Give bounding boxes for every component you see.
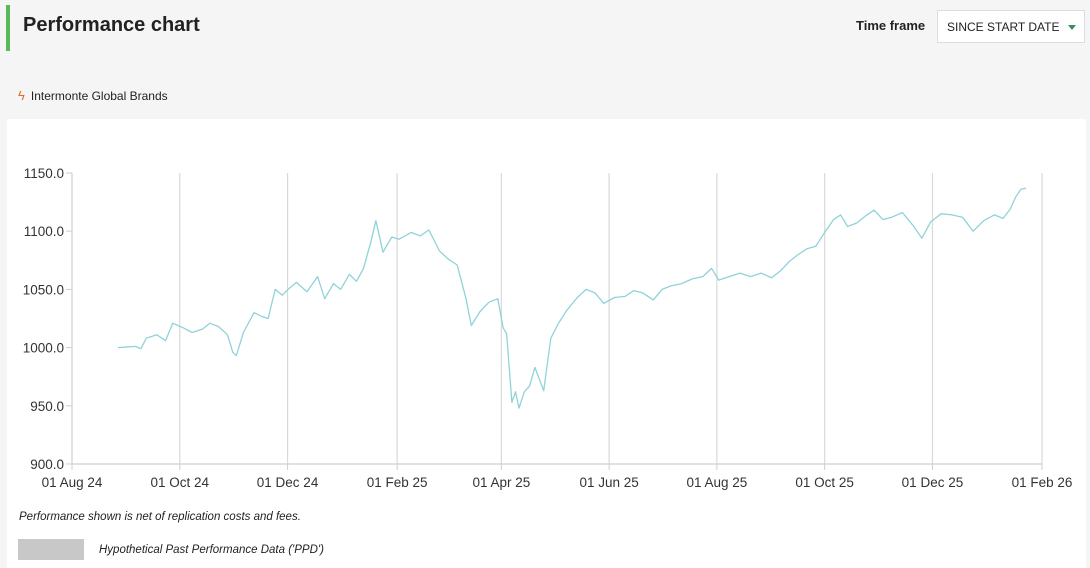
x-tick-label: 01 Feb 25 (367, 475, 428, 490)
timeframe-select[interactable]: SINCE START DATE (937, 10, 1085, 43)
y-tick-label: 1000.0 (23, 341, 64, 356)
x-tick-label: 01 Feb 26 (1012, 475, 1073, 490)
lightning-icon: ϟ (18, 88, 25, 103)
y-tick-label: 900.0 (30, 457, 64, 472)
y-tick-label: 1050.0 (23, 282, 64, 297)
header-accent-bar (6, 5, 10, 51)
x-tick-label: 01 Oct 25 (795, 475, 854, 490)
timeframe-label: Time frame (856, 18, 926, 33)
series-legend-label: Intermonte Global Brands (30, 89, 168, 103)
x-tick-label: 01 Apr 25 (472, 475, 530, 490)
ppd-legend-label: Hypothetical Past Performance Data ('PPD… (99, 544, 324, 556)
series-legend: ϟ Intermonte Global Brands (18, 88, 168, 103)
y-tick-label: 1100.0 (24, 224, 64, 239)
chevron-down-icon (1068, 25, 1076, 30)
series-line (117, 187, 1027, 409)
y-tick-label: 1150.0 (24, 166, 64, 181)
x-tick-label: 01 Oct 24 (151, 475, 210, 490)
page-title: Performance chart (23, 14, 200, 36)
x-tick-label: 01 Dec 24 (257, 475, 319, 490)
timeframe-select-value: SINCE START DATE (947, 20, 1060, 34)
x-tick-label: 01 Dec 25 (902, 475, 964, 490)
y-tick-label: 950.0 (30, 399, 64, 414)
ppd-legend-swatch (18, 539, 84, 560)
x-tick-label: 01 Jun 25 (579, 475, 638, 490)
x-tick-label: 01 Aug 25 (686, 475, 747, 490)
x-tick-label: 01 Aug 24 (42, 475, 103, 490)
chart-panel (7, 119, 1086, 568)
performance-note: Performance shown is net of replication … (19, 511, 301, 523)
performance-line-chart: 900.0 950.0 1000.0 1050.0 1100.0 1150.0 01 Aug… (23, 166, 1073, 490)
